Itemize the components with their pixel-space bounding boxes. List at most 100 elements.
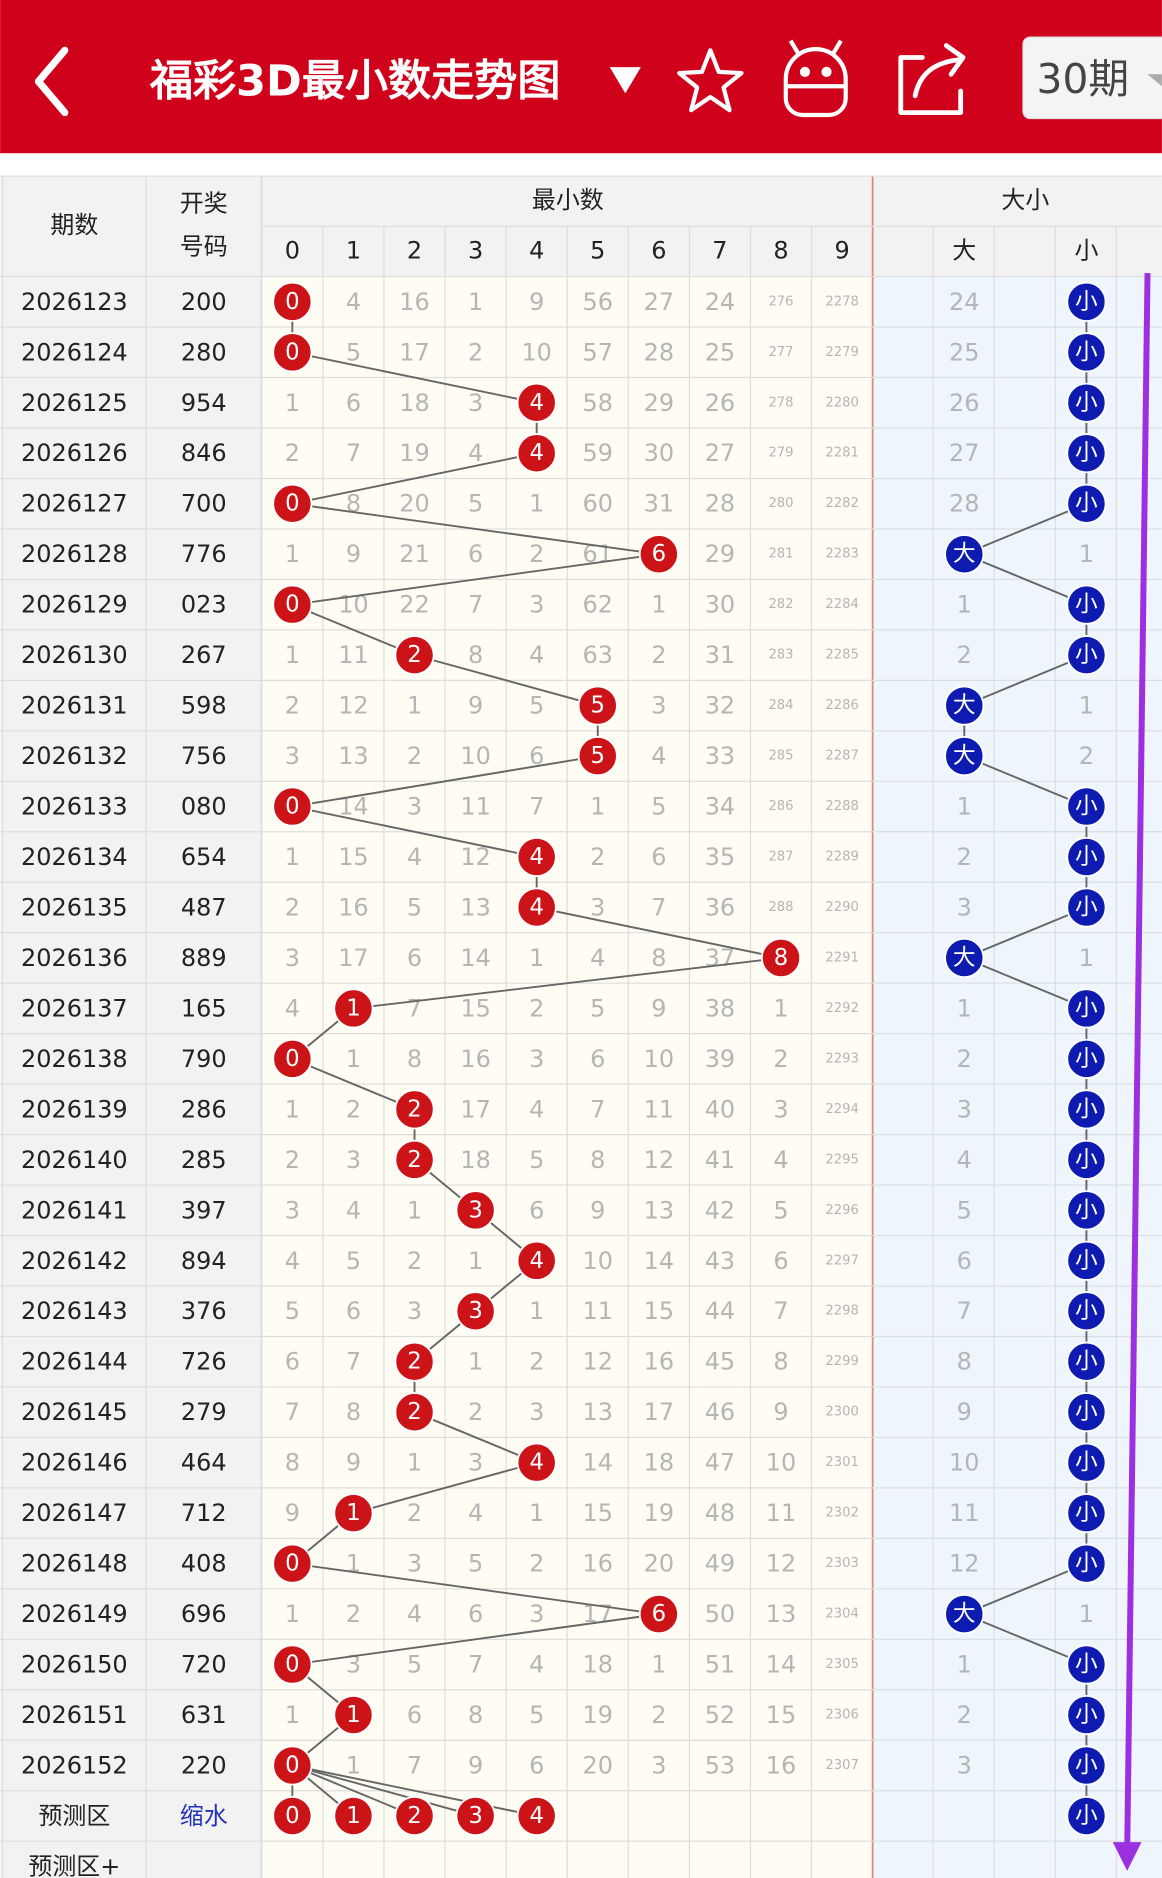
missing-count: 2282: [825, 496, 858, 511]
min-ball: [272, 1745, 313, 1786]
missing-count: 8: [468, 1701, 483, 1729]
small-ball-label: 小: [1075, 1652, 1098, 1678]
small-ball: [1066, 635, 1107, 676]
back-button[interactable]: [34, 46, 69, 117]
missing-count: 1: [285, 389, 300, 417]
min-ball-label: 2: [407, 1399, 421, 1425]
missing-count: 28: [705, 490, 735, 518]
small-ball: [1066, 786, 1107, 827]
min-ball: [516, 433, 557, 474]
missing-count: 7: [468, 591, 483, 619]
period-selector-label[interactable]: 30期: [1037, 55, 1130, 103]
trend-line: [963, 755, 1087, 808]
missing-count: 56: [583, 288, 613, 316]
missing-count: 2297: [825, 1253, 858, 1268]
missing-count: 16: [766, 1751, 796, 1779]
missing-count: 15: [644, 1297, 674, 1325]
missing-count: 42: [705, 1196, 735, 1224]
missing-count: 288: [768, 900, 793, 915]
missing-count: 8: [407, 1045, 422, 1073]
missing-count: 18: [399, 389, 429, 417]
left-col-bg: [0, 276, 262, 1878]
trend-line: [292, 1764, 476, 1817]
forecast-number: 缩水: [180, 1802, 228, 1830]
min-ball-label: 3: [468, 1298, 482, 1324]
forecast-label: 预测区: [38, 1802, 110, 1830]
min-ball: [333, 1795, 374, 1837]
period: 2026141: [21, 1196, 128, 1224]
missing-count: 1: [957, 994, 972, 1022]
missing-count: 4: [346, 288, 361, 316]
missing-count: 20: [644, 1550, 674, 1578]
missing-count: 6: [407, 1701, 422, 1729]
missing-count: 11: [583, 1297, 613, 1325]
missing-count: 15: [766, 1701, 796, 1729]
missing-count: 10: [460, 742, 490, 770]
trend-line: [292, 1764, 537, 1817]
min-ball: [272, 786, 313, 827]
missing-count: 48: [705, 1499, 735, 1527]
missing-count: 49: [705, 1550, 735, 1578]
missing-count: 277: [768, 345, 793, 360]
missing-count: 11: [338, 641, 368, 669]
trend-line: [292, 452, 537, 505]
favorite-icon[interactable]: [677, 48, 744, 113]
period: 2026147: [21, 1499, 128, 1527]
missing-count: 60: [583, 490, 613, 518]
share-icon[interactable]: [898, 43, 966, 115]
big-ball-label: 大: [953, 541, 976, 567]
missing-count: 4: [529, 1651, 544, 1679]
missing-count: 5: [651, 793, 666, 821]
small-ball-label: 小: [1075, 390, 1098, 416]
missing-count: 282: [768, 597, 793, 612]
title-dropdown-icon[interactable]: [609, 67, 641, 94]
min-ball-label: 0: [285, 1551, 299, 1577]
min-ball: [272, 1038, 313, 1079]
digit-column-header: 2: [407, 236, 422, 264]
robot-icon[interactable]: [783, 39, 848, 118]
min-ball-label: 4: [529, 1450, 543, 1476]
missing-count: 1: [590, 793, 605, 821]
page-title[interactable]: 福彩3D最小数走势图: [149, 56, 561, 106]
digit-column-header: 8: [773, 236, 788, 264]
draw-number: 776: [181, 540, 227, 568]
missing-count: 13: [460, 893, 490, 921]
missing-count: 8: [651, 944, 666, 972]
missing-count: 6: [590, 1045, 605, 1073]
min-ball-label: 0: [285, 491, 299, 517]
min-ball-label: 1: [346, 995, 360, 1021]
draw-number: 726: [181, 1348, 227, 1376]
missing-count: 44: [705, 1297, 735, 1325]
missing-count: 6: [957, 1247, 972, 1275]
missing-count: 13: [338, 742, 368, 770]
big-ball: [944, 1594, 985, 1635]
trend-line: [414, 1411, 538, 1464]
trend-line: [963, 553, 1087, 606]
missing-count: 2302: [825, 1506, 858, 1521]
missing-count: 12: [583, 1348, 613, 1376]
digit-column-header: 7: [712, 236, 727, 264]
digit-column-header: 0: [285, 236, 300, 264]
draw-number: 280: [181, 338, 227, 366]
balls: 0 小 0 小 4 小 4 小 0 小 6 大 0 小 2 小 5 大 5 大 0 小 4 小 4 小 8 大 1 小 0 小 2 小 2 小 3 小 4 小…: [272, 281, 1107, 1837]
missing-count: 4: [285, 1247, 300, 1275]
missing-count: 2: [346, 1095, 361, 1123]
min-ball-label: 6: [652, 1601, 666, 1627]
missing-count: 11: [766, 1499, 796, 1527]
min-ball: [638, 1594, 679, 1635]
missing-count: 28: [949, 490, 979, 518]
missing-count: 2280: [825, 395, 858, 410]
missing-count: 20: [583, 1751, 613, 1779]
period: 2026128: [21, 540, 128, 568]
period-header: 期数: [50, 211, 98, 239]
missing-count: 2: [590, 843, 605, 871]
small-ball-label: 小: [1075, 1551, 1098, 1577]
small-ball: [1066, 433, 1107, 474]
missing-count: 3: [529, 591, 544, 619]
small-ball: [1066, 1291, 1107, 1332]
period-selector[interactable]: [1022, 36, 1162, 120]
missing-count: 6: [529, 1196, 544, 1224]
